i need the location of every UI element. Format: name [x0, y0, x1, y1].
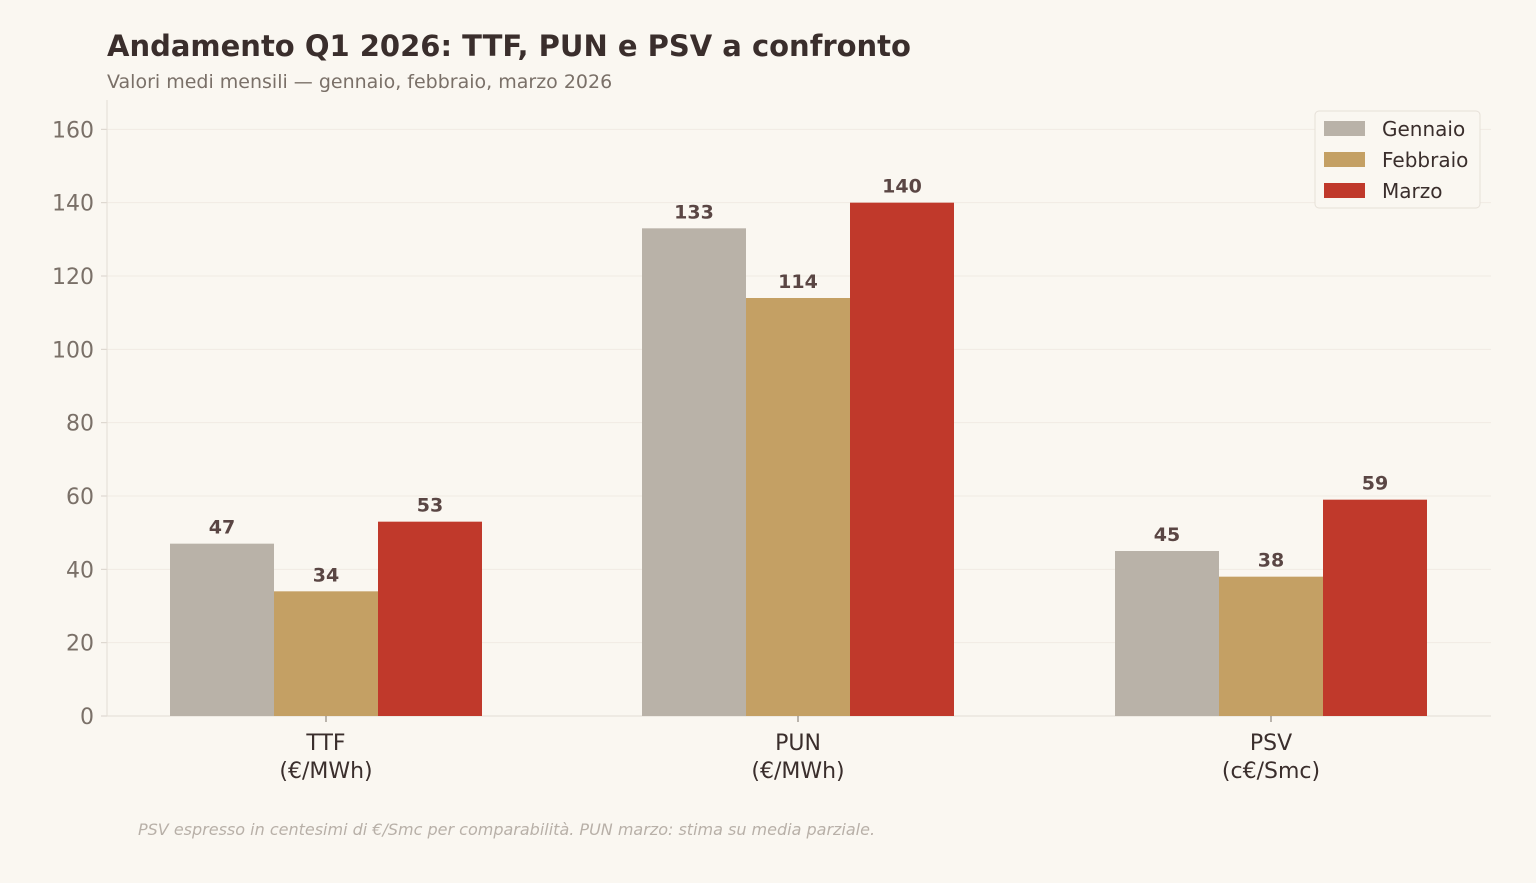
- legend-label: Marzo: [1382, 179, 1442, 203]
- footnote: PSV espresso in centesimi di €/Smc per c…: [138, 820, 875, 839]
- x-tick-label: PUN: [775, 731, 821, 756]
- legend-label: Gennaio: [1382, 117, 1465, 141]
- legend-swatch: [1324, 121, 1365, 136]
- bar-gennaio: [1115, 551, 1219, 716]
- y-tick-label: 100: [52, 338, 94, 363]
- chart-title: Andamento Q1 2026: TTF, PUN e PSV a conf…: [107, 29, 911, 63]
- y-tick-label: 20: [66, 632, 94, 657]
- y-tick-label: 40: [66, 558, 94, 583]
- data-label: 114: [778, 271, 818, 293]
- data-label: 45: [1154, 524, 1180, 546]
- bar-gennaio: [170, 543, 274, 716]
- bar-febbraio: [274, 591, 378, 716]
- legend-swatch: [1324, 183, 1365, 198]
- x-tick-label: (€/MWh): [279, 759, 372, 784]
- data-label: 59: [1362, 473, 1388, 495]
- x-tick-label: (c€/Smc): [1222, 759, 1320, 784]
- y-tick-label: 80: [66, 412, 94, 437]
- x-tick-label: TTF: [305, 731, 345, 756]
- chart-subtitle: Valori medi mensili — gennaio, febbraio,…: [107, 71, 612, 93]
- data-label: 34: [313, 564, 339, 586]
- y-tick-label: 0: [80, 705, 94, 730]
- data-label: 53: [417, 495, 443, 517]
- y-tick-label: 60: [66, 485, 94, 510]
- x-tick-label: (€/MWh): [751, 759, 844, 784]
- legend-swatch: [1324, 152, 1365, 167]
- y-tick-label: 160: [52, 118, 94, 143]
- bar-gennaio: [642, 228, 746, 717]
- bar-marzo: [1323, 499, 1427, 716]
- y-tick-label: 140: [52, 192, 94, 217]
- data-label: 140: [882, 176, 922, 198]
- x-tick-label: PSV: [1250, 731, 1292, 756]
- data-label: 47: [209, 517, 235, 539]
- legend: Gennaio Febbraio Marzo: [1314, 110, 1481, 209]
- data-label: 38: [1258, 550, 1284, 572]
- legend-label: Febbraio: [1382, 148, 1468, 172]
- bar-marzo: [850, 202, 954, 716]
- y-tick-label: 120: [52, 265, 94, 290]
- bars: 47 34 53 133 114 140 45 38 59: [170, 176, 1427, 717]
- bar-febbraio: [746, 298, 850, 716]
- bar-febbraio: [1219, 576, 1323, 716]
- bar-marzo: [378, 521, 482, 716]
- data-label: 133: [674, 201, 714, 223]
